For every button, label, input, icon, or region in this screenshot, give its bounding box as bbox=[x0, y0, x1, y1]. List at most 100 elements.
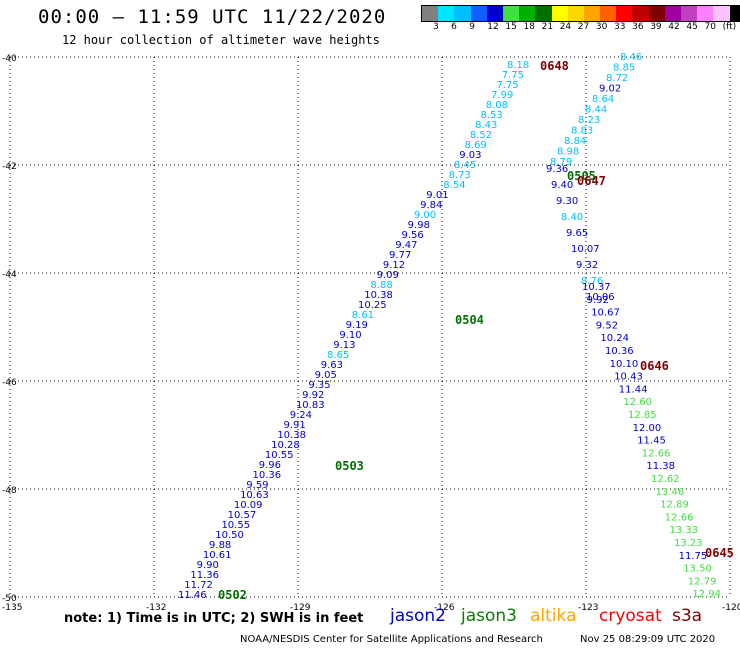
wave-height-value: 8.69 bbox=[465, 140, 487, 151]
wave-height-value: 9.65 bbox=[566, 228, 588, 239]
wave-height-value: 9.92 bbox=[302, 390, 324, 401]
lon-label: -135 bbox=[2, 603, 22, 613]
wave-height-value: 10.55 bbox=[221, 520, 250, 531]
pass-time-label: 0503 bbox=[335, 459, 364, 473]
wave-height-value: 8.45 bbox=[454, 160, 476, 171]
wave-height-value: 9.91 bbox=[284, 420, 306, 431]
wave-height-value: 11.44 bbox=[619, 384, 648, 395]
wave-height-value: 9.09 bbox=[377, 270, 399, 281]
wave-height-value: 9.56 bbox=[401, 230, 423, 241]
wave-height-value: 8.44 bbox=[585, 105, 607, 116]
wave-height-value: 8.76 bbox=[581, 276, 603, 287]
wave-height-value: 8.79 bbox=[550, 157, 572, 168]
wave-height-value: 9.40 bbox=[551, 180, 573, 191]
wave-height-value: 13.23 bbox=[674, 538, 703, 549]
legend-label: 70 bbox=[704, 22, 716, 32]
note-text: note: 1) Time is in UTC; 2) SWH is in fe… bbox=[64, 611, 364, 626]
wave-height-value: 11.45 bbox=[637, 436, 666, 447]
wave-height-value: 12.62 bbox=[651, 474, 680, 485]
lat-label: -40 bbox=[2, 54, 17, 64]
wave-height-value: 9.32 bbox=[576, 260, 598, 271]
lon-label: -129 bbox=[290, 603, 311, 613]
legend-swatch bbox=[632, 6, 649, 21]
wave-height-value: 9.84 bbox=[420, 200, 442, 211]
wave-height-value: 9.13 bbox=[333, 340, 355, 351]
wave-height-value: 9.92 bbox=[587, 295, 609, 306]
legend-altika: altika bbox=[530, 606, 577, 626]
wave-height-value: 10.28 bbox=[271, 440, 300, 451]
pass-time-label: 0505 bbox=[567, 169, 596, 183]
wave-height-value: 8.65 bbox=[327, 350, 349, 361]
wave-height-value: 10.63 bbox=[240, 490, 269, 501]
legend-label: 36 bbox=[632, 22, 644, 32]
wave-height-value: 12.94 bbox=[692, 589, 721, 600]
legend-label: 30 bbox=[595, 22, 608, 32]
wave-height-value: 10.61 bbox=[203, 550, 232, 561]
wave-height-value: 8.85 bbox=[613, 63, 635, 74]
wave-height-value: 9.10 bbox=[339, 330, 361, 341]
wave-height-value: 9.19 bbox=[346, 320, 368, 331]
wave-height-value: 8.46 bbox=[620, 52, 642, 63]
wave-height-value: 13.50 bbox=[683, 564, 712, 575]
wave-height-value: 11.72 bbox=[184, 580, 213, 591]
wave-height-value: 12.85 bbox=[628, 410, 657, 421]
legend-label: 42 bbox=[668, 22, 680, 32]
legend-swatch bbox=[600, 6, 617, 21]
wave-height-value: 9.63 bbox=[321, 360, 343, 371]
wave-height-value: 12.66 bbox=[665, 512, 694, 523]
legend-label: (ft) bbox=[722, 22, 737, 32]
wave-height-value: 9.88 bbox=[209, 540, 231, 551]
wave-height-value: 8.72 bbox=[606, 73, 628, 84]
wave-height-value: 7.75 bbox=[502, 70, 524, 81]
legend-swatch bbox=[438, 6, 455, 21]
wave-height-value: 12.66 bbox=[642, 448, 671, 459]
wave-height-value: 8.23 bbox=[578, 115, 600, 126]
legend-swatch bbox=[567, 6, 584, 21]
legend-swatch bbox=[519, 6, 536, 21]
map-title: 00:00 – 11:59 UTC 11/22/2020 bbox=[38, 6, 387, 28]
pass-time-label: 0645 bbox=[705, 546, 734, 560]
wave-height-value: 12.79 bbox=[688, 576, 717, 587]
pass-time-label: 0502 bbox=[218, 588, 247, 602]
legend-swatch bbox=[502, 6, 520, 21]
lon-label: -123 bbox=[578, 603, 598, 613]
wave-height-value: 9.35 bbox=[308, 380, 330, 391]
pass-time-label: 0504 bbox=[455, 313, 484, 327]
wave-height-value: 12.89 bbox=[660, 500, 689, 511]
wave-height-value: 8.53 bbox=[480, 110, 502, 121]
wave-height-value: 10.38 bbox=[277, 430, 306, 441]
wave-height-value: 9.77 bbox=[389, 250, 411, 261]
wave-height-value: 8.98 bbox=[557, 147, 579, 158]
wave-height-value: 9.12 bbox=[383, 260, 405, 271]
legend-swatch bbox=[664, 6, 681, 21]
footer-credit: NOAA/NESDIS Center for Satellite Applica… bbox=[240, 634, 543, 645]
wave-height-value: 9.30 bbox=[556, 196, 578, 207]
legend-swatch bbox=[729, 6, 740, 21]
wave-height-value: 9.96 bbox=[259, 460, 281, 471]
wave-height-value: 11.75 bbox=[679, 551, 708, 562]
legend-swatch bbox=[535, 6, 552, 21]
lat-label: -48 bbox=[2, 486, 17, 496]
lon-label: -126 bbox=[434, 603, 455, 613]
legend-label: 24 bbox=[559, 22, 572, 32]
wave-height-value: 10.55 bbox=[265, 450, 294, 461]
legend-swatch bbox=[697, 6, 714, 21]
legend-jason3: jason3 bbox=[461, 606, 517, 626]
legend-label: 12 bbox=[487, 22, 499, 32]
wave-height-value: 9.05 bbox=[315, 370, 337, 381]
wave-height-value: 8.84 bbox=[564, 136, 586, 147]
legend-swatch bbox=[616, 6, 633, 21]
wave-height-value: 12.00 bbox=[633, 423, 662, 434]
wave-height-value: 11.46 bbox=[178, 590, 207, 601]
legend-swatch bbox=[551, 6, 568, 21]
wave-height-value: 9.90 bbox=[197, 560, 219, 571]
map-subtitle: 12 hour collection of altimeter wave hei… bbox=[62, 33, 380, 47]
legend-swatch bbox=[422, 6, 439, 21]
wave-height-value: 9.36 bbox=[546, 164, 568, 175]
legend-label: 27 bbox=[577, 22, 590, 32]
wave-height-value: 9.01 bbox=[426, 190, 448, 201]
wave-height-value: 9.98 bbox=[408, 220, 430, 231]
legend-label: 3 bbox=[433, 22, 439, 32]
legend-label: 18 bbox=[523, 22, 535, 32]
wave-height-value: 8.08 bbox=[486, 100, 508, 111]
